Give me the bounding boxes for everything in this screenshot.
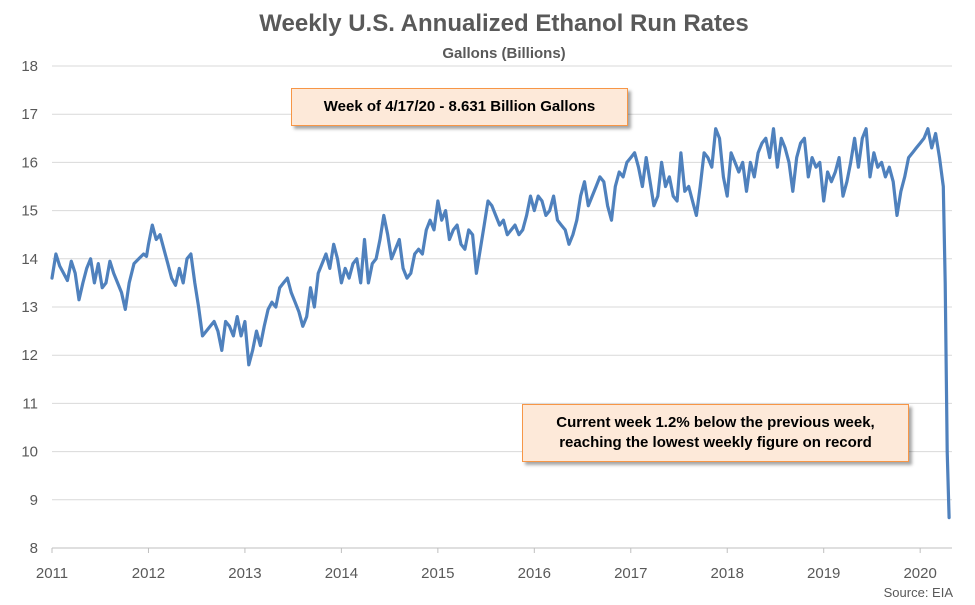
y-tick-label: 12 xyxy=(21,347,38,364)
source-note: Source: EIA xyxy=(884,585,954,600)
x-tick-label: 2018 xyxy=(711,565,744,582)
x-tick-label: 2017 xyxy=(614,565,647,582)
y-tick-label: 14 xyxy=(21,251,38,268)
y-tick-label: 11 xyxy=(22,395,38,412)
annotation-line: Current week 1.2% below the previous wee… xyxy=(556,414,875,431)
x-tick-label: 2020 xyxy=(903,565,936,582)
x-axis: 2011 2012 2013 2014 2015 2016 2017 2018 2019 2020 xyxy=(36,548,937,582)
annotation-record-low: Current week 1.2% below the previous wee… xyxy=(522,404,909,462)
y-tick-label: 16 xyxy=(21,154,38,171)
y-tick-label: 17 xyxy=(21,106,38,123)
x-tick-label: 2015 xyxy=(421,565,454,582)
gridlines xyxy=(52,65,952,549)
x-tick-label: 2013 xyxy=(228,565,261,582)
x-tick-label: 2011 xyxy=(36,565,68,582)
y-tick-label: 9 xyxy=(30,492,38,509)
y-axis: 8 9 10 11 12 13 14 15 16 17 18 xyxy=(21,58,38,557)
chart-title: Weekly U.S. Annualized Ethanol Run Rates xyxy=(259,10,748,37)
chart-subtitle: Gallons (Billions) xyxy=(442,45,565,62)
annotation-latest-week: Week of 4/17/20 - 8.631 Billion Gallons xyxy=(291,88,628,126)
y-tick-label: 10 xyxy=(21,444,38,461)
x-tick-label: 2012 xyxy=(132,565,165,582)
y-tick-label: 15 xyxy=(21,203,38,220)
annotation-line: Week of 4/17/20 - 8.631 Billion Gallons xyxy=(323,98,596,115)
series-line-ethanol-run-rate xyxy=(50,127,951,520)
x-tick-label: 2014 xyxy=(325,565,358,582)
y-tick-label: 13 xyxy=(21,299,38,316)
x-tick-label: 2019 xyxy=(807,565,840,582)
annotation-line: reaching the lowest weekly figure on rec… xyxy=(559,434,872,451)
y-tick-label: 18 xyxy=(21,58,38,75)
y-tick-label: 8 xyxy=(30,540,38,557)
x-tick-label: 2016 xyxy=(518,565,551,582)
